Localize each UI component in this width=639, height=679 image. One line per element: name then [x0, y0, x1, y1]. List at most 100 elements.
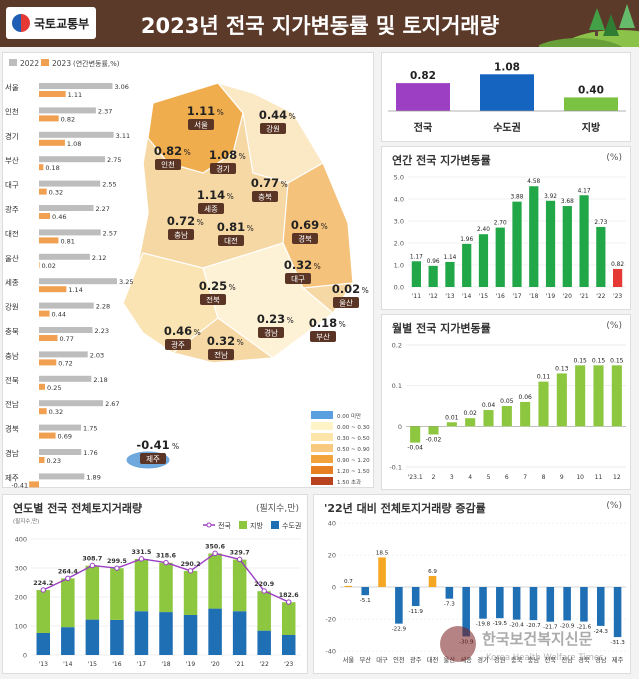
- volume-ytick-3: 300: [15, 565, 27, 573]
- bar-2022-label-5: 2.27: [95, 205, 109, 213]
- monthly-xtick-3: 4: [468, 474, 472, 481]
- volume-bar-capital-5: [159, 612, 173, 655]
- map-percent-14: %: [194, 328, 201, 337]
- monthly-xtick-6: 7: [523, 474, 527, 481]
- change-ytick-1: -20: [325, 616, 336, 624]
- change-xtick-4: 광주: [410, 656, 422, 664]
- bar-2022-label-11: 2.03: [90, 351, 104, 359]
- map-percent-0: %: [217, 108, 224, 117]
- map-legend-label-4: 0.90 ~ 1.20: [337, 458, 370, 464]
- change-bar-11: [529, 587, 538, 621]
- region-label-8: 세종: [5, 278, 19, 287]
- annual-bar-4: [478, 234, 489, 287]
- region-label-4: 대구: [5, 181, 19, 190]
- watermark-text-en: Korea Health Welfare Times: [486, 653, 604, 663]
- map-value-3: 0.44: [259, 108, 287, 122]
- region-label-9: 강원: [5, 302, 19, 312]
- annual-bar-5: [495, 227, 505, 287]
- volume-legend-label-2: 수도권: [282, 522, 301, 530]
- legend-label-2023: 2023: [52, 59, 71, 68]
- map-value-1: 0.82: [154, 144, 182, 158]
- annual-value-10: 4.17: [578, 188, 591, 194]
- map-percent-1: %: [184, 148, 191, 157]
- summary-bar-2: [564, 97, 618, 111]
- volume-bar-regional-2: [85, 565, 100, 620]
- bar-2022-11: [39, 351, 88, 358]
- change-bar-13: [563, 587, 571, 621]
- monthly-ytick-0: -0.1: [389, 464, 402, 472]
- annual-value-7: 4.58: [527, 179, 540, 185]
- region-label-10: 충북: [5, 327, 19, 336]
- map-region-gyeongnam: [202, 242, 334, 359]
- change-xtick-12: 전북: [544, 655, 556, 664]
- map-value-5: 0.77: [251, 176, 279, 190]
- change-value-0: 0.7: [344, 579, 353, 585]
- bar-2022-1: [39, 107, 96, 114]
- annual-xtick-12: '23: [613, 293, 622, 300]
- monthly-bar-10: [593, 365, 604, 427]
- monthly-value-0: -0.04: [407, 445, 423, 452]
- monthly-xtick-0: '23.1: [408, 474, 423, 481]
- map-label-11: 전북: [206, 295, 220, 305]
- change-chart-unit: (%): [606, 501, 622, 511]
- bar-2022-10: [39, 327, 93, 333]
- annual-bar-3: [462, 243, 472, 287]
- annual-bar-10: [579, 195, 589, 287]
- map-label-14: 광주: [171, 340, 185, 350]
- volume-bar-capital-3: [110, 619, 124, 655]
- monthly-value-10: 0.15: [592, 357, 606, 364]
- monthly-value-5: 0.05: [500, 398, 514, 405]
- volume-total-label-4: 331.5: [131, 549, 151, 556]
- monthly-value-9: 0.15: [573, 357, 587, 364]
- volume-xtick-7: '20: [210, 661, 219, 668]
- bar-2023-8: [39, 286, 67, 293]
- monthly-value-11: 0.15: [610, 357, 624, 364]
- annual-xtick-2: '13: [445, 293, 454, 300]
- change-bar-7: [462, 587, 470, 637]
- annual-bar-7: [529, 186, 539, 287]
- annual-bar-12: [613, 268, 623, 287]
- bar-2023-label-6: 0.81: [60, 237, 74, 245]
- bar-2023-label-12: 0.25: [47, 384, 61, 392]
- map-value-11: 0.25: [199, 279, 227, 293]
- map-label-1: 인천: [161, 160, 175, 170]
- bar-2023-label-7: 0.02: [41, 262, 55, 270]
- change-xtick-8: 경기: [477, 655, 489, 664]
- change-value-4: -11.9: [408, 609, 423, 615]
- summary-label-1: 수도권: [493, 122, 521, 134]
- annual-xtick-9: '20: [563, 293, 572, 300]
- summary-label-0: 전국: [414, 121, 432, 134]
- volume-ytick-0: 0: [23, 652, 27, 660]
- change-bar-15: [596, 587, 605, 626]
- regional-bar-chart: 2022 2023 (연간변동률,%) 1.11 % 서울 0.82 % 인천 1.08 % 경기 0.…: [5, 59, 370, 489]
- monthly-xtick-7: 8: [542, 474, 546, 481]
- volume-xtick-8: '21: [235, 661, 244, 668]
- bar-2023-label-8: 1.14: [68, 286, 82, 294]
- map-value-9: 0.32: [284, 258, 312, 272]
- change-xtick-13: 전남: [561, 655, 573, 664]
- bar-2022-label-14: 1.75: [83, 425, 97, 433]
- map-label-8: 경북: [298, 234, 312, 244]
- watermark-text-kr: 한국보건복지신문: [482, 630, 593, 648]
- map-percent-6: %: [197, 218, 204, 227]
- annual-value-11: 2.73: [594, 220, 607, 226]
- map-legend-label-6: 1.50 초과: [337, 478, 361, 486]
- bar-2022-label-10: 2.23: [95, 327, 109, 335]
- map-label-bg-6: [168, 229, 194, 240]
- monthly-xtick-8: 9: [560, 474, 564, 481]
- monthly-chart-title: 월별 전국 지가변동률: [392, 322, 491, 335]
- volume-bar-capital-8: [232, 611, 247, 655]
- change-value-2: 18.5: [376, 550, 389, 556]
- annual-ytick-0: 0.0: [394, 284, 404, 292]
- monthly-bar-0: [410, 426, 421, 443]
- change-bar-6: [445, 587, 454, 599]
- volume-bar-capital-10: [281, 634, 296, 655]
- map-legend-label-0: 0.00 미만: [337, 412, 361, 420]
- volume-total-label-5: 318.6: [156, 553, 177, 560]
- map-percent-3: %: [289, 112, 296, 121]
- change-value-3: -22.9: [392, 627, 407, 633]
- bar-2023-label-0: 1.11: [68, 91, 82, 99]
- volume-bar-capital-2: [85, 619, 100, 655]
- volume-ytick-4: 400: [15, 536, 27, 544]
- annual-xtick-3: '14: [462, 293, 471, 300]
